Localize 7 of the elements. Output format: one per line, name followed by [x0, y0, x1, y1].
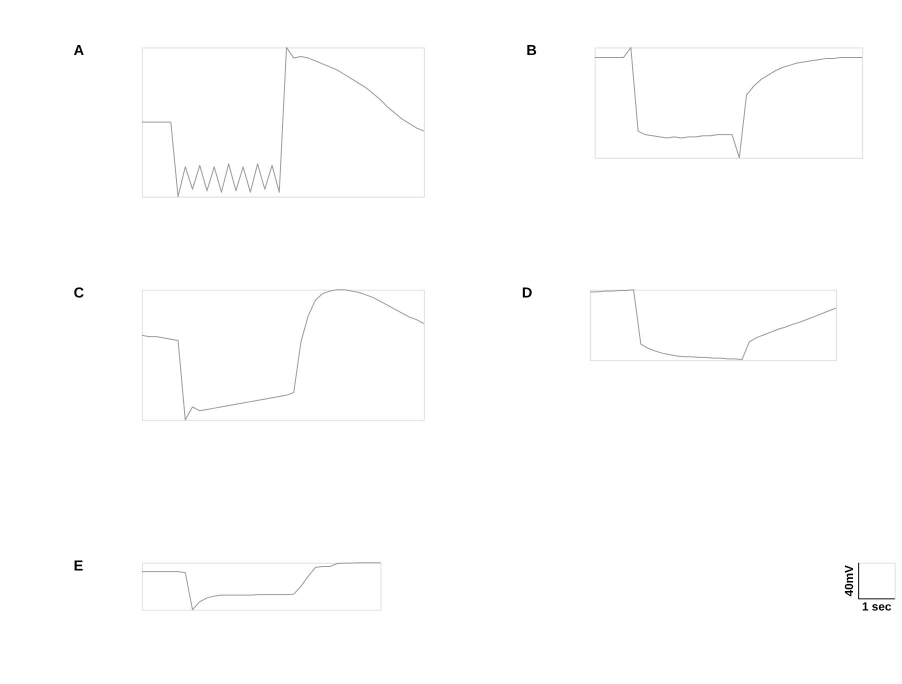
chart-title: C	[74, 285, 85, 302]
chart-title: D	[522, 285, 532, 302]
text: 1 sec	[862, 600, 892, 614]
chart-title: E	[74, 558, 84, 574]
chart-title: B	[526, 43, 537, 60]
chart-title: A	[74, 43, 85, 60]
text: 40mV	[843, 564, 856, 596]
